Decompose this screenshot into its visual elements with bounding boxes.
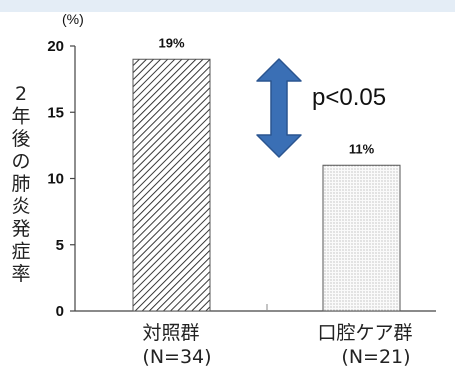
category-label-oral-care: 口腔ケア群 [317,322,412,344]
category-n-control: (N=34) [142,346,211,368]
y-axis-label-char: 年 [11,106,30,128]
y-axis-label-char: 炎 [11,196,30,218]
y-axis-label-char: 率 [11,263,30,285]
data-label-oral-care: 11% [349,141,375,156]
significance-annotation: p<0.05 [256,58,386,158]
data-label-control: 19% [158,35,184,50]
y-axis-label-char: の [11,151,30,173]
y-axis-label-char: 2 [15,83,27,105]
p-value-label: p<0.05 [312,84,386,111]
y-axis-label-char: 症 [11,241,30,263]
header-band [0,0,455,12]
y-axis-label-char: 肺 [11,173,30,195]
double-arrow-icon [256,58,302,158]
category-label-control: 対照群 [142,322,199,344]
y-tick-label: 15 [47,104,64,121]
y-tick-label: 20 [47,38,64,55]
y-tick-label: 5 [56,237,64,254]
bar-oral-care [322,164,401,312]
y-axis-label-char: 後 [11,128,30,150]
unit-label: (%) [62,11,84,27]
category-labels: 対照群 (N=34) 口腔ケア群 (N=21) [142,322,412,368]
y-tick-label: 0 [56,303,64,320]
y-axis-label-char: 発 [11,218,30,240]
category-n-oral-care: (N=21) [341,346,410,368]
bar-control [132,58,211,312]
y-tick-label: 10 [47,171,64,188]
